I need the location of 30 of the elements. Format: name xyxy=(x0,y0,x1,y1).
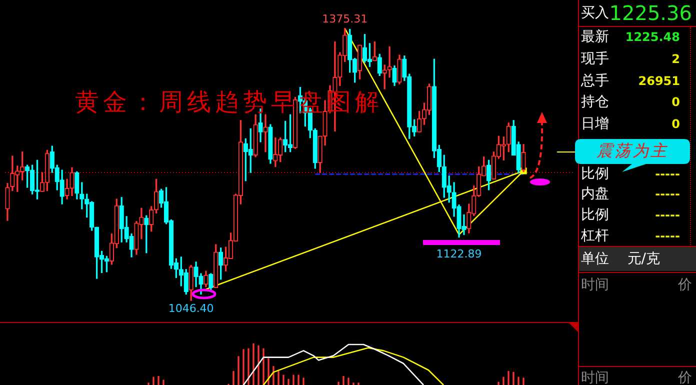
annotation: 1046.40 xyxy=(168,302,214,315)
text: 价 xyxy=(678,277,692,293)
text: 时间 xyxy=(581,369,609,385)
text: 2 xyxy=(672,51,680,67)
annotation: 1122.89 xyxy=(436,248,482,261)
text: 总手 xyxy=(581,72,609,90)
text: 元/克 xyxy=(627,251,660,267)
text: 比例 xyxy=(581,206,609,224)
text: 杠杆 xyxy=(581,227,609,245)
text: 内盘 xyxy=(581,185,609,203)
text: 时间 xyxy=(581,276,609,294)
text: 最新 xyxy=(581,28,609,46)
text: 震荡为主 xyxy=(596,140,670,162)
text: 日增 xyxy=(581,115,609,133)
text: 26951 xyxy=(638,73,680,89)
text: ----- xyxy=(655,166,680,182)
text: 单位 xyxy=(581,250,609,268)
text: 1225.48 xyxy=(625,29,680,45)
text: 0 xyxy=(672,116,680,132)
text: 1225.36 xyxy=(609,1,692,25)
text: 比例 xyxy=(581,165,609,183)
text: 价 xyxy=(678,370,692,385)
text: 持仓 xyxy=(581,93,609,111)
text: 现手 xyxy=(581,50,609,68)
text: ----- xyxy=(655,207,680,223)
text: ----- xyxy=(655,228,680,244)
annotation: 1375.31 xyxy=(322,12,368,26)
text: 0 xyxy=(672,94,680,110)
text: ----- xyxy=(655,186,680,202)
text: 买入 xyxy=(581,4,609,22)
